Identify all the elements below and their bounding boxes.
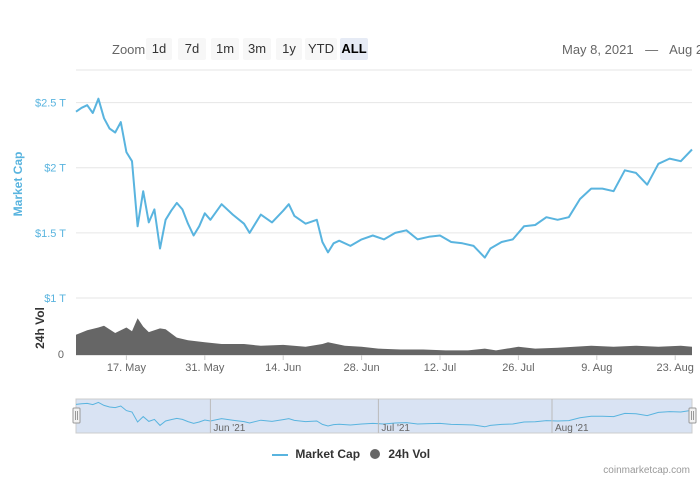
- date-range: May 8, 2021 — Aug 23, 2: [562, 42, 700, 57]
- range-button-3m[interactable]: 3m: [243, 38, 271, 60]
- x-tick-label: 14. Jun: [265, 362, 301, 374]
- range-button-7d[interactable]: 7d: [178, 38, 206, 60]
- y-tick-label-market-cap: $2.5 T: [35, 98, 66, 110]
- range-button-all[interactable]: ALL: [340, 38, 368, 60]
- market-cap-series: [75, 97, 693, 259]
- y-axis-title-market-cap: Market Cap: [11, 152, 25, 217]
- volume-area: [76, 318, 692, 355]
- legend-label-24h-vol: 24h Vol: [388, 447, 431, 461]
- credit-text: coinmarketcap.com: [603, 465, 690, 476]
- navigator-tick-label: Jul '21: [381, 423, 410, 434]
- navigator-tick-label: Aug '21: [555, 423, 589, 434]
- date-separator: —: [645, 42, 659, 57]
- x-tick-label: 28. Jun: [344, 362, 380, 374]
- range-button-ytd[interactable]: YTD: [305, 38, 337, 60]
- x-tick-label: 23. Aug: [657, 362, 694, 374]
- x-tick-label: 17. May: [107, 362, 147, 374]
- range-button-1y[interactable]: 1y: [276, 38, 302, 60]
- legend-item-market-cap[interactable]: Market Cap: [272, 447, 360, 463]
- legend-item-24h-vol[interactable]: 24h Vol: [370, 447, 430, 463]
- x-tick-label: 9. Aug: [581, 362, 612, 374]
- y-tick-label-market-cap: $1.5 T: [35, 228, 66, 240]
- date-to-input[interactable]: Aug 23, 2: [669, 42, 700, 57]
- volume-legend-icon: [370, 449, 380, 459]
- zoom-label: Zoom: [112, 42, 146, 57]
- navigator-left-handle[interactable]: [72, 407, 81, 424]
- grid-lines: [76, 69, 692, 356]
- navigator-tick-label: Jun '21: [213, 423, 245, 434]
- market-cap-legend-icon: [272, 453, 288, 456]
- x-tick-label: 31. May: [185, 362, 225, 374]
- market-cap-line: [75, 97, 693, 259]
- axes: $2.5 T $2 T $1.5 T $1 T 0 Market Cap 24h Vol 17…: [11, 98, 694, 374]
- navigator-series-line: [75, 401, 693, 428]
- navigator[interactable]: Jun '21 Jul '21 Aug '21: [72, 398, 697, 434]
- volume-series: [76, 318, 692, 355]
- range-selector: Zoom 1d 7d 1m 3m 1y YTD ALL May 8, 2021 …: [0, 0, 700, 70]
- navigator-right-handle[interactable]: [688, 407, 697, 424]
- y-axis-title-volume: 24h Vol: [33, 307, 47, 349]
- y-tick-label-market-cap: $1 T: [44, 293, 66, 305]
- range-button-1d[interactable]: 1d: [146, 38, 172, 60]
- x-tick-label: 12. Jul: [424, 362, 456, 374]
- legend-label-market-cap: Market Cap: [295, 447, 361, 461]
- range-button-1m[interactable]: 1m: [211, 38, 239, 60]
- y-tick-label-market-cap: $2 T: [44, 163, 66, 175]
- date-from-input[interactable]: May 8, 2021: [562, 42, 634, 57]
- x-tick-label: 26. Jul: [502, 362, 534, 374]
- y-tick-label-volume: 0: [58, 349, 64, 361]
